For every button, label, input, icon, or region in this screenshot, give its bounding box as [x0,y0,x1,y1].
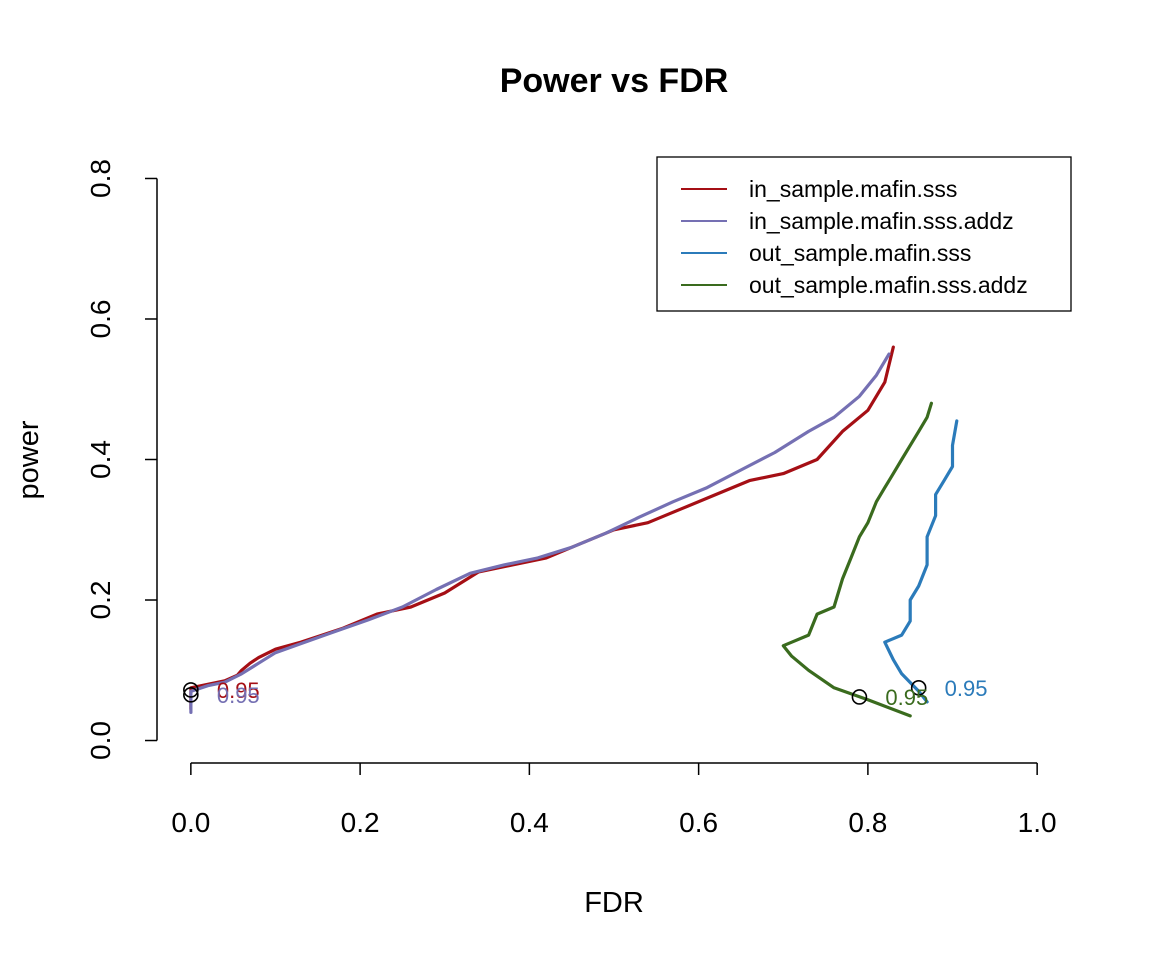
series-line-2 [189,352,891,715]
series-layer [189,345,959,718]
legend-entry-3: out_sample.mafin.sss [749,240,971,266]
series-line-4 [781,401,934,718]
endpoint-label-1: 0.95 [217,678,260,703]
legend-entry-1: in_sample.mafin.sss [749,176,957,202]
endpoint-label-4: 0.95 [885,685,928,710]
legend: in_sample.mafin.sss in_sample.mafin.sss.a… [656,156,1072,312]
legend-entry-2: in_sample.mafin.sss.addz [749,208,1014,234]
endpoint-label-3: 0.95 [945,676,988,701]
x-tick-label: 0.0 [171,807,210,838]
endpoint-marker-3 [910,680,927,696]
y-axis-label: power [13,420,45,499]
x-tick-label: 0.6 [679,807,718,838]
legend-entry-4: out_sample.mafin.sss.addz [749,272,1028,298]
chart-title: Power vs FDR [500,62,729,100]
axes: 0.0 0.2 0.4 0.6 0.8 1.0 0.0 0.2 0.4 0.6 0.8 [85,159,1057,838]
endpoint-label-2: 0.95 [217,683,260,708]
endpoint-layer: 0.950.95 0.950.95 [183,676,988,710]
y-tick-label: 0.8 [85,159,116,198]
x-tick-label: 0.2 [341,807,380,838]
x-tick-label: 0.4 [510,807,549,838]
x-axis-label: FDR [584,887,644,919]
series-line-3 [883,419,959,704]
endpoint-marker-4 [851,689,868,705]
series-line-1 [189,345,895,711]
y-tick-label: 0.4 [85,440,116,479]
endpoint-marker-1 [183,682,199,698]
y-tick-label: 0.0 [85,721,116,760]
endpoint-marker-2 [183,687,199,703]
y-tick-label: 0.6 [85,300,116,339]
y-tick-label: 0.2 [85,581,116,620]
x-tick-label: 1.0 [1018,807,1057,838]
x-tick-label: 0.8 [848,807,887,838]
